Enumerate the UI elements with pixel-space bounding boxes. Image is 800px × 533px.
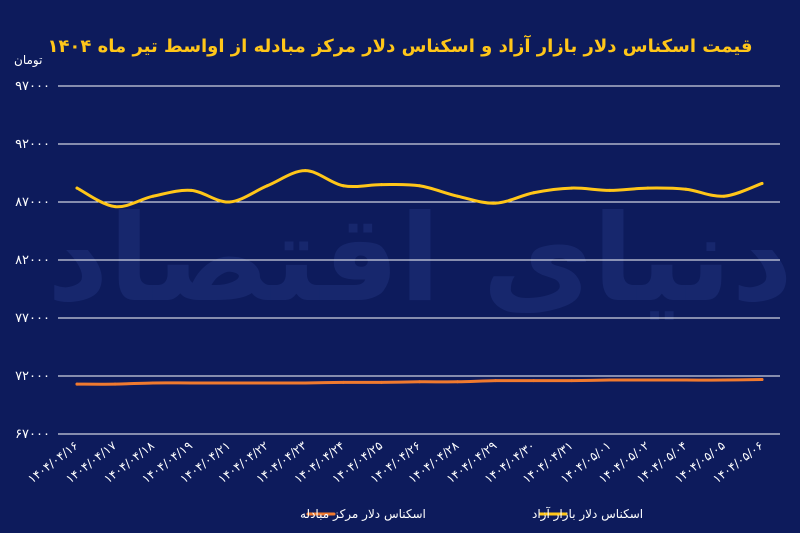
data-point xyxy=(684,187,688,191)
data-point xyxy=(532,379,536,383)
y-tick-label: ۷۷۰۰۰ xyxy=(15,311,50,326)
data-point xyxy=(684,378,688,382)
data-point xyxy=(113,205,117,209)
data-point xyxy=(494,379,498,383)
data-point xyxy=(570,379,574,383)
legend: اسکناس دلار بازار آزاد اسکناس دلار مرکز م… xyxy=(300,506,643,522)
data-point xyxy=(494,201,498,205)
data-point xyxy=(303,381,307,385)
data-point xyxy=(646,378,650,382)
data-point xyxy=(760,181,764,185)
x-axis-ticks: ۱۴۰۴/۰۴/۱۶۱۴۰۴/۰۴/۱۷۱۴۰۴/۰۴/۱۸۱۴۰۴/۰۴/۱۹… xyxy=(25,438,766,486)
data-point xyxy=(227,200,231,204)
y-tick-label: ۷۲۰۰۰ xyxy=(15,369,50,384)
data-point xyxy=(532,191,536,195)
data-point xyxy=(722,194,726,198)
data-point xyxy=(456,380,460,384)
data-point xyxy=(151,194,155,198)
data-point xyxy=(760,377,764,381)
data-point xyxy=(113,382,117,386)
y-tick-label: ۹۲۰۰۰ xyxy=(15,137,50,152)
data-point xyxy=(189,188,193,192)
chart-title: قیمت اسکناس دلار بازار آزاد و اسکناس دلا… xyxy=(47,34,752,57)
data-point xyxy=(418,380,421,384)
series-lines xyxy=(75,169,764,386)
legend-label: اسکناس دلار بازار آزاد xyxy=(532,506,643,522)
data-point xyxy=(265,381,269,385)
data-point xyxy=(456,194,460,198)
y-tick-label: ۹۷۰۰۰ xyxy=(15,79,50,94)
y-tick-label: ۸۷۰۰۰ xyxy=(15,195,50,210)
data-point xyxy=(608,378,612,382)
y-axis-unit-label: تومان xyxy=(14,53,42,68)
data-point xyxy=(646,186,650,190)
data-point xyxy=(379,183,383,187)
y-tick-label: ۶۷۰۰۰ xyxy=(15,427,50,442)
data-point xyxy=(418,184,421,188)
data-point xyxy=(227,381,231,385)
data-point xyxy=(75,382,79,386)
data-point xyxy=(722,378,726,382)
data-point xyxy=(379,380,383,384)
data-point xyxy=(341,380,345,384)
data-point xyxy=(189,381,193,385)
data-point xyxy=(151,381,155,385)
data-point xyxy=(75,186,79,190)
y-axis-ticks: ۶۷۰۰۰ ۷۲۰۰۰ ۷۷۰۰۰ ۸۲۰۰۰ ۸۷۰۰۰ ۹۲۰۰۰ ۹۷۰۰۰ xyxy=(15,79,50,442)
y-tick-label: ۸۲۰۰۰ xyxy=(15,253,50,268)
data-point xyxy=(265,184,269,188)
data-point xyxy=(570,186,574,190)
data-point xyxy=(303,169,307,173)
data-point xyxy=(608,188,612,192)
grid-lines xyxy=(58,85,780,435)
data-point xyxy=(341,184,345,188)
legend-label: اسکناس دلار مرکز مبادله xyxy=(300,507,426,522)
